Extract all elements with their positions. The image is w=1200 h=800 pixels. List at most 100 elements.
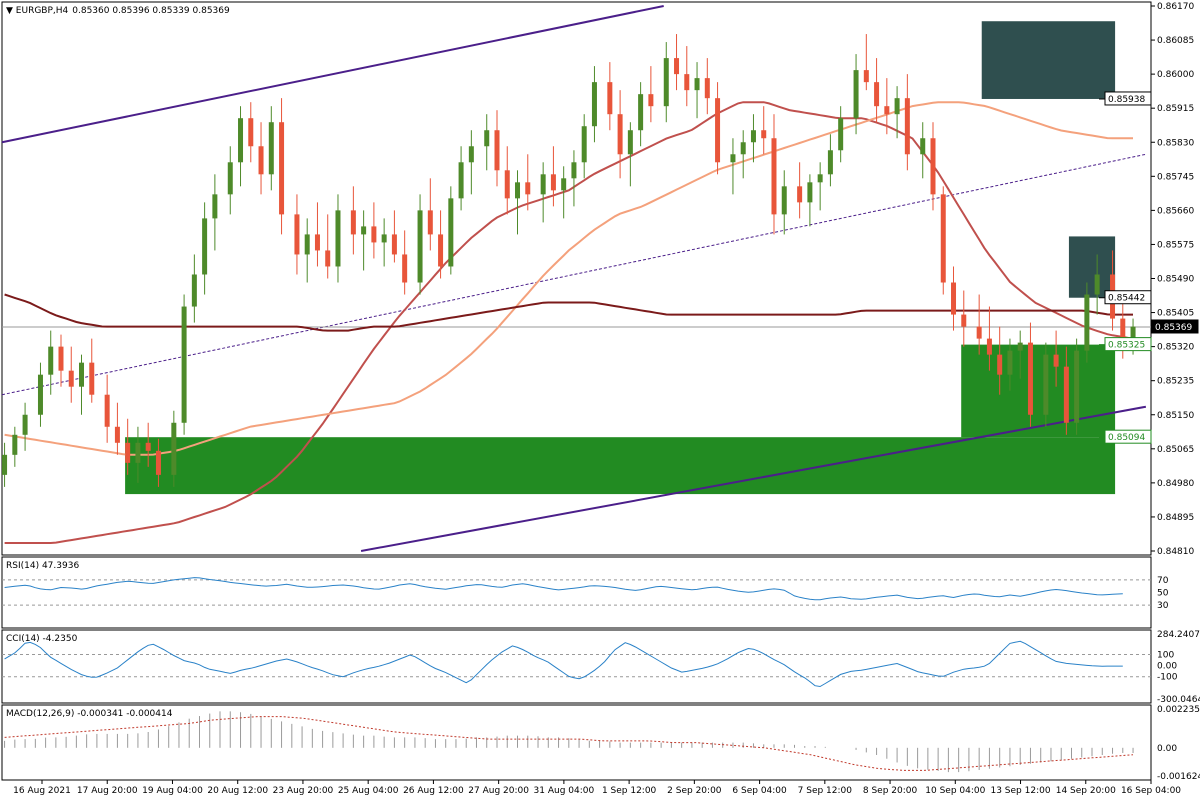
x-tick-label: 8 Sep 20:00 <box>863 786 918 796</box>
candle <box>458 146 464 211</box>
candle <box>417 194 423 295</box>
candle <box>694 62 700 119</box>
y-tick-label: 0.85830 <box>1157 138 1194 148</box>
candle-body <box>361 226 367 235</box>
candle-body <box>325 250 331 267</box>
candle-body <box>884 106 890 115</box>
candle <box>920 122 926 179</box>
candle-body <box>951 282 957 315</box>
candle <box>704 58 710 115</box>
candle <box>325 214 331 279</box>
candle-body <box>591 82 597 127</box>
candle-body <box>750 130 756 143</box>
candle-body <box>525 182 531 195</box>
candle <box>371 202 377 259</box>
macd-tick-label: 0.00 <box>1157 744 1177 754</box>
price-label-text: 0.85094 <box>1108 433 1145 443</box>
candle-body <box>997 354 1003 375</box>
candle-body <box>79 362 85 387</box>
macd-tick-label: 0.002235 <box>1157 705 1200 715</box>
candle-body <box>191 274 197 307</box>
candle <box>135 426 141 483</box>
x-tick-label: 14 Sep 20:00 <box>1056 786 1116 796</box>
candle-body <box>468 146 474 163</box>
cci-line <box>4 640 1123 688</box>
x-tick-label: 10 Sep 04:00 <box>925 786 985 796</box>
x-tick-label: 20 Aug 12:00 <box>207 786 268 796</box>
candle-body <box>1007 350 1013 375</box>
zones-layer <box>125 21 1116 495</box>
y-tick-label: 0.84810 <box>1157 547 1194 557</box>
rsi-tick-label: 70 <box>1157 576 1169 586</box>
candle-body <box>571 162 577 179</box>
candle-body <box>458 162 464 199</box>
candle-body <box>1053 354 1059 367</box>
rsi-tick-label: 50 <box>1157 589 1169 599</box>
candle-body <box>212 194 218 219</box>
candle-body <box>181 306 187 423</box>
candle <box>212 174 218 251</box>
cci-tick-label: -300.0464 <box>1157 695 1200 705</box>
price-label-box <box>1104 91 1152 106</box>
candle <box>617 90 623 179</box>
candle <box>171 410 177 487</box>
candle-body <box>391 234 397 255</box>
candle-body <box>930 138 936 195</box>
candle <box>114 402 120 455</box>
price-label-0.85094: 0.85094 <box>1099 429 1152 444</box>
candle-body <box>730 154 736 163</box>
symbol-label: EURGBP,H4 <box>16 6 69 16</box>
y-tick-label: 0.84980 <box>1157 479 1194 489</box>
labels-layer: 0.85938 0.85442 0.85369 0.85325 0.85094 <box>1099 91 1199 444</box>
candle-body <box>1027 342 1033 415</box>
candle-body <box>838 118 844 151</box>
indicators-layer: RSI(14) 47.3936 CCI(14) -4.2350 MACD(12,26… <box>2 561 1151 773</box>
x-tick-label: 27 Aug 20:00 <box>468 786 529 796</box>
candle <box>540 162 546 223</box>
x-tick-label: 6 Sep 04:00 <box>732 786 787 796</box>
candle-body <box>48 346 54 375</box>
candle <box>817 162 823 211</box>
candle-body <box>37 374 43 415</box>
candle-body <box>540 174 546 195</box>
cci-tick-label: 100 <box>1157 650 1174 660</box>
candle <box>145 422 151 467</box>
candle <box>1043 342 1049 427</box>
candle-body <box>920 138 926 155</box>
x-tick-label: 19 Aug 04:00 <box>142 786 203 796</box>
candle-body <box>797 186 803 203</box>
candle <box>350 186 356 255</box>
rsi-tick-label: 30 <box>1157 601 1169 611</box>
supply-zone-lower <box>1068 236 1116 298</box>
candle-body <box>1074 350 1080 423</box>
y-tick-label: 0.85320 <box>1157 343 1194 353</box>
candle <box>976 294 982 355</box>
candle <box>750 114 756 163</box>
candle <box>674 34 680 91</box>
y-tick-label: 0.85150 <box>1157 411 1194 421</box>
candle-body <box>2 454 8 475</box>
candle-body <box>817 174 823 183</box>
header-arrow: ▼ <box>6 6 16 16</box>
candle-body <box>515 182 521 199</box>
candle-body <box>171 422 177 475</box>
candle-body <box>874 82 880 107</box>
candle <box>525 154 531 211</box>
candle-body <box>427 210 433 235</box>
price-label-0.85369: 0.85369 <box>1151 319 1199 334</box>
candle <box>68 346 74 403</box>
candle-body <box>1120 318 1126 339</box>
candle <box>89 338 95 403</box>
candle-body <box>894 98 900 115</box>
candle <box>37 362 43 427</box>
supply-zone-upper <box>981 21 1116 99</box>
candle <box>648 66 654 123</box>
candle-body <box>494 130 500 171</box>
candle <box>904 74 910 171</box>
price-label-box <box>1104 337 1152 352</box>
candle-body <box>89 362 95 395</box>
candle <box>838 106 844 163</box>
pane-cci <box>1 629 1152 704</box>
